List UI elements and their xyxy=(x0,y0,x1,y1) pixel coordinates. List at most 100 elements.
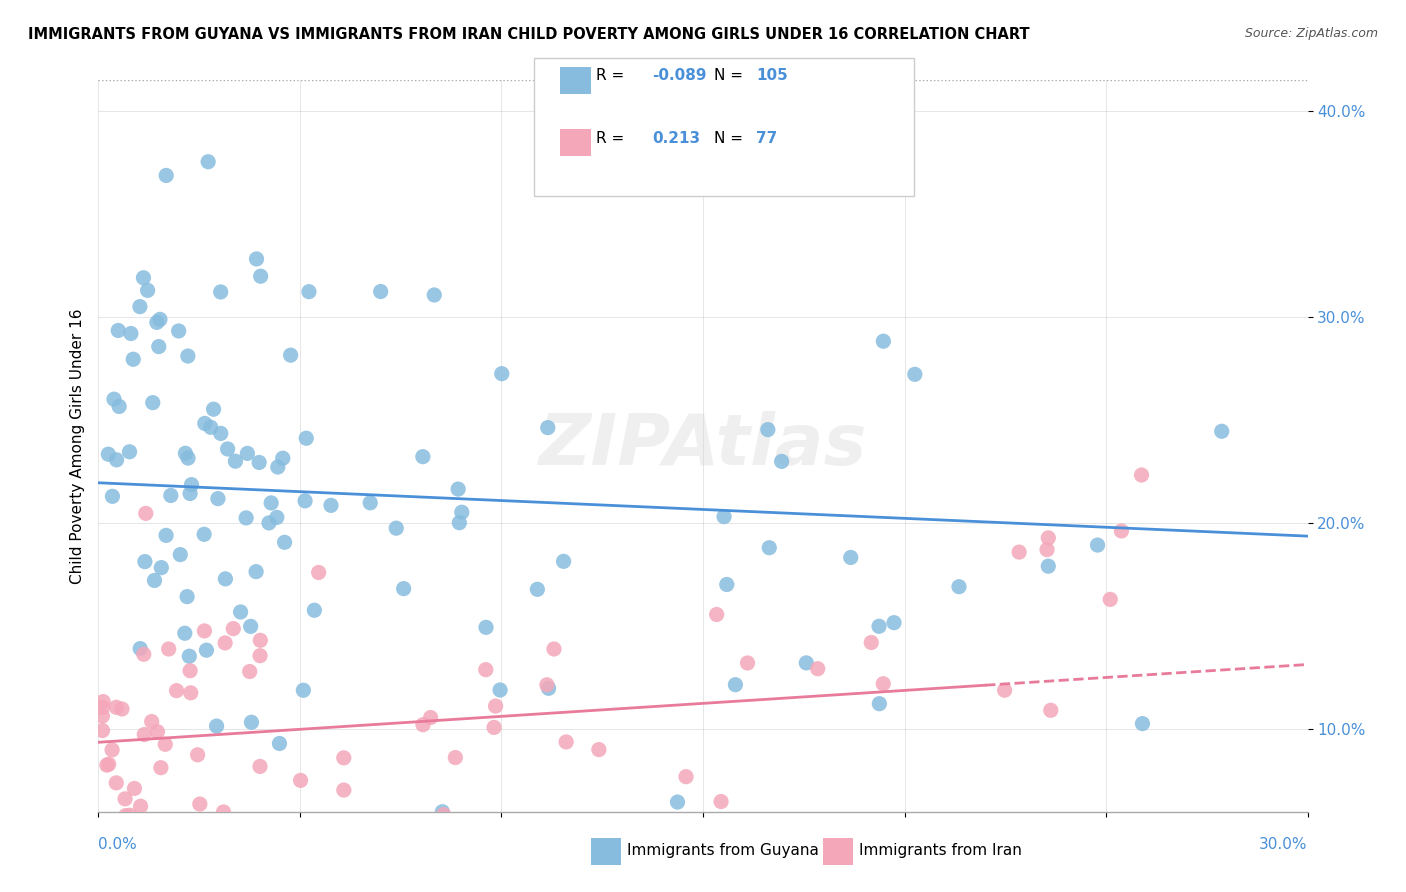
Point xyxy=(134,555,156,569)
Point xyxy=(97,757,120,772)
Point xyxy=(207,491,229,506)
Point xyxy=(868,619,890,633)
Point xyxy=(91,866,114,880)
Point xyxy=(167,324,190,338)
Point xyxy=(484,699,506,714)
Point xyxy=(240,715,263,730)
Point xyxy=(200,420,222,434)
Point xyxy=(124,781,146,796)
Point xyxy=(449,516,471,530)
Point xyxy=(419,710,441,724)
Point xyxy=(157,642,180,657)
Point xyxy=(135,854,157,868)
Point xyxy=(304,603,326,617)
Point xyxy=(101,743,124,757)
Point xyxy=(543,642,565,657)
Point xyxy=(209,285,232,299)
Point xyxy=(193,527,215,541)
Point xyxy=(412,450,434,464)
Point xyxy=(224,454,246,468)
Point xyxy=(114,792,136,806)
Point xyxy=(280,348,302,362)
Point xyxy=(132,270,155,285)
Point xyxy=(526,582,548,597)
Point xyxy=(180,686,202,700)
Point xyxy=(214,636,236,650)
Point xyxy=(236,446,259,460)
Point xyxy=(169,548,191,562)
Point xyxy=(149,312,172,326)
Point xyxy=(148,340,170,354)
Point xyxy=(675,770,697,784)
Point xyxy=(294,494,316,508)
Point xyxy=(319,499,342,513)
Point xyxy=(98,881,121,892)
Point xyxy=(176,590,198,604)
Point xyxy=(292,683,315,698)
Point xyxy=(129,300,152,314)
Point xyxy=(136,283,159,297)
Point xyxy=(111,702,134,716)
Point xyxy=(385,521,408,535)
Point xyxy=(713,509,735,524)
Point xyxy=(179,664,201,678)
Point xyxy=(333,751,356,765)
Point xyxy=(194,417,217,431)
Point xyxy=(177,451,200,466)
Point xyxy=(758,541,780,555)
Point xyxy=(202,402,225,417)
Text: Source: ZipAtlas.com: Source: ZipAtlas.com xyxy=(1244,27,1378,40)
Point xyxy=(120,326,142,341)
Point xyxy=(159,488,181,502)
Point xyxy=(260,496,283,510)
Point xyxy=(222,622,245,636)
Point xyxy=(491,367,513,381)
Point xyxy=(489,683,512,698)
Point xyxy=(235,511,257,525)
Point xyxy=(91,700,114,714)
Point xyxy=(537,681,560,696)
Point xyxy=(482,720,505,734)
Point xyxy=(103,392,125,407)
Point xyxy=(249,648,271,663)
Point xyxy=(839,550,862,565)
Point xyxy=(155,528,177,542)
Point xyxy=(1038,559,1060,574)
Point xyxy=(97,447,120,461)
Point xyxy=(872,677,894,691)
Point xyxy=(173,626,195,640)
Point xyxy=(794,656,817,670)
Point xyxy=(239,619,262,633)
Point xyxy=(150,560,173,574)
Point xyxy=(245,565,267,579)
Point xyxy=(105,453,128,467)
Point xyxy=(271,451,294,466)
Point xyxy=(165,833,187,847)
Point xyxy=(423,288,446,302)
Text: 0.0%: 0.0% xyxy=(98,837,138,852)
Point xyxy=(868,697,890,711)
Point xyxy=(392,582,415,596)
Point xyxy=(149,761,172,775)
Point xyxy=(146,724,169,739)
Point xyxy=(91,723,114,738)
Point xyxy=(249,269,271,284)
Point xyxy=(118,444,141,458)
Point xyxy=(706,607,728,622)
Point xyxy=(143,574,166,588)
Text: R =: R = xyxy=(596,131,630,145)
Point xyxy=(1008,545,1031,559)
Point xyxy=(1038,531,1060,545)
Point xyxy=(267,460,290,475)
Point xyxy=(94,874,117,888)
Point xyxy=(756,423,779,437)
Point xyxy=(146,315,169,329)
Point xyxy=(141,714,163,729)
Point xyxy=(308,566,330,580)
Point xyxy=(96,758,118,772)
Point xyxy=(716,577,738,591)
Point xyxy=(1099,592,1122,607)
Point xyxy=(290,773,312,788)
Text: N =: N = xyxy=(714,69,748,83)
Point xyxy=(536,678,558,692)
